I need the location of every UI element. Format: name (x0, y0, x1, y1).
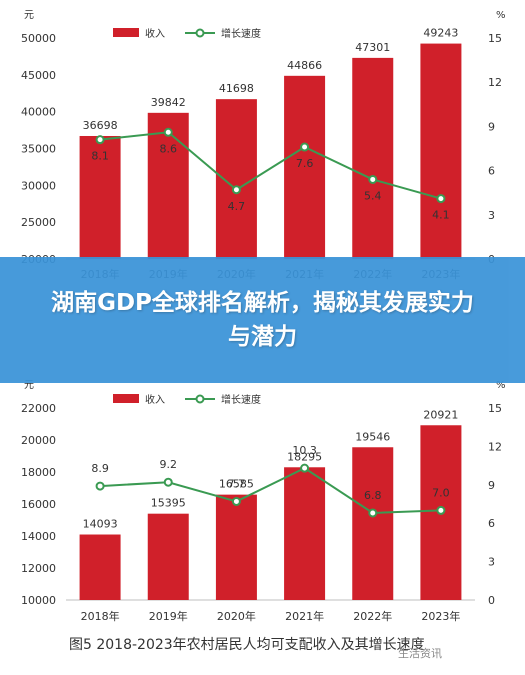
y-right-tick-label: 0 (488, 594, 495, 607)
y-left-tick-label: 50000 (21, 32, 56, 45)
y-right-tick-label: 9 (488, 479, 495, 492)
bar (284, 75, 326, 259)
bar (420, 43, 462, 259)
bar (352, 447, 394, 600)
y-left-tick-label: 40000 (21, 106, 56, 119)
y-left-tick-label: 30000 (21, 179, 56, 192)
y-right-unit: % (496, 10, 506, 21)
bar-value-label: 15395 (151, 497, 186, 510)
watermark-text: 生活资讯 (398, 647, 442, 660)
growth-point (436, 194, 446, 204)
y-right-tick-label: 15 (488, 402, 502, 415)
growth-series-line (100, 467, 441, 514)
bar-value-label: 41698 (219, 82, 254, 95)
y-left-tick-label: 45000 (21, 69, 56, 82)
legend-bar-swatch (113, 28, 139, 37)
legend-bar-label: 收入 (145, 393, 165, 406)
growth-value-label: 8.1 (91, 150, 109, 163)
bar-value-label: 47301 (355, 41, 390, 54)
y-left-tick-label: 10000 (21, 594, 56, 607)
figure-caption: 图5 2018-2023年农村居民人均可支配收入及其增长速度 (69, 637, 425, 653)
x-tick-label: 2018年 (81, 609, 120, 623)
growth-value-label: 9.2 (160, 458, 178, 471)
growth-value-label: 10.3 (292, 444, 317, 457)
y-left-tick-label: 18000 (21, 466, 56, 479)
growth-value-label: 4.7 (228, 200, 246, 213)
bar (352, 57, 394, 260)
y-left-unit: 元 (24, 380, 34, 391)
y-left-tick-label: 12000 (21, 562, 56, 575)
y-left-tick-label: 35000 (21, 143, 56, 156)
y-left-tick-label: 20000 (21, 434, 56, 447)
x-tick-label: 2023年 (421, 609, 460, 623)
bar-value-label: 19546 (355, 430, 390, 443)
y-right-tick-label: 3 (488, 209, 495, 222)
y-left-unit: 元 (24, 10, 34, 21)
growth-point (231, 185, 241, 195)
y-right-tick-label: 12 (488, 440, 502, 453)
y-right-tick-label: 6 (488, 165, 495, 178)
bar-value-label: 39842 (151, 96, 186, 109)
growth-point (95, 481, 105, 491)
x-tick-label: 2019年 (149, 609, 188, 623)
y-right-tick-label: 3 (488, 556, 495, 569)
growth-value-label: 5.4 (364, 189, 382, 202)
growth-value-label: 8.6 (160, 142, 178, 155)
bar-value-label: 36698 (83, 119, 118, 132)
growth-point (368, 174, 378, 184)
growth-value-label: 7.6 (296, 157, 314, 170)
bar (79, 135, 121, 259)
y-left-tick-label: 16000 (21, 498, 56, 511)
growth-value-label: 7.7 (228, 477, 246, 490)
y-right-tick-label: 15 (488, 32, 502, 45)
growth-value-label: 8.9 (91, 462, 109, 475)
legend-line-label: 增长速度 (221, 393, 261, 406)
bar (147, 112, 189, 259)
growth-value-label: 4.1 (432, 209, 450, 222)
y-right-unit: % (496, 380, 506, 391)
bar-value-label: 14093 (83, 518, 118, 531)
y-right-tick-label: 9 (488, 120, 495, 133)
bar-value-label: 18295 (287, 450, 322, 463)
y-left-tick-label: 14000 (21, 530, 56, 543)
y-right-tick-label: 12 (488, 76, 502, 89)
bar-value-label: 49243 (423, 27, 458, 40)
growth-point (436, 505, 446, 515)
legend-line-marker (195, 394, 205, 404)
legend-bar-swatch (113, 394, 139, 403)
bar (215, 99, 257, 259)
y-right-tick-label: 6 (488, 517, 495, 530)
title-banner[interactable]: 湖南GDP全球排名解析，揭秘其发展实力与潜力 (0, 257, 525, 383)
growth-point (163, 477, 173, 487)
y-left-tick-label: 25000 (21, 216, 56, 229)
growth-point (163, 127, 173, 137)
y-left-tick-label: 22000 (21, 402, 56, 415)
banner-title[interactable]: 湖南GDP全球排名解析，揭秘其发展实力与潜力 (51, 290, 474, 350)
bar (215, 494, 257, 600)
bar (284, 467, 326, 600)
growth-point (95, 135, 105, 145)
bar-value-label: 16585 (219, 478, 254, 491)
bar-value-label: 44866 (287, 59, 322, 72)
legend-bar-label: 收入 (145, 27, 165, 40)
bar (79, 534, 121, 600)
growth-series-line (99, 131, 442, 200)
growth-value-label: 6.8 (364, 489, 382, 502)
growth-point (300, 142, 310, 152)
growth-point (300, 463, 310, 473)
x-tick-label: 2021年 (285, 609, 324, 623)
growth-value-label: 7.0 (432, 486, 450, 499)
bar-value-label: 20921 (423, 408, 458, 421)
legend-line-marker (195, 28, 205, 38)
growth-point (231, 496, 241, 506)
x-tick-label: 2022年 (353, 609, 392, 623)
growth-point (368, 508, 378, 518)
bar (147, 513, 189, 600)
legend-line-label: 增长速度 (221, 27, 261, 40)
x-tick-label: 2020年 (217, 609, 256, 623)
